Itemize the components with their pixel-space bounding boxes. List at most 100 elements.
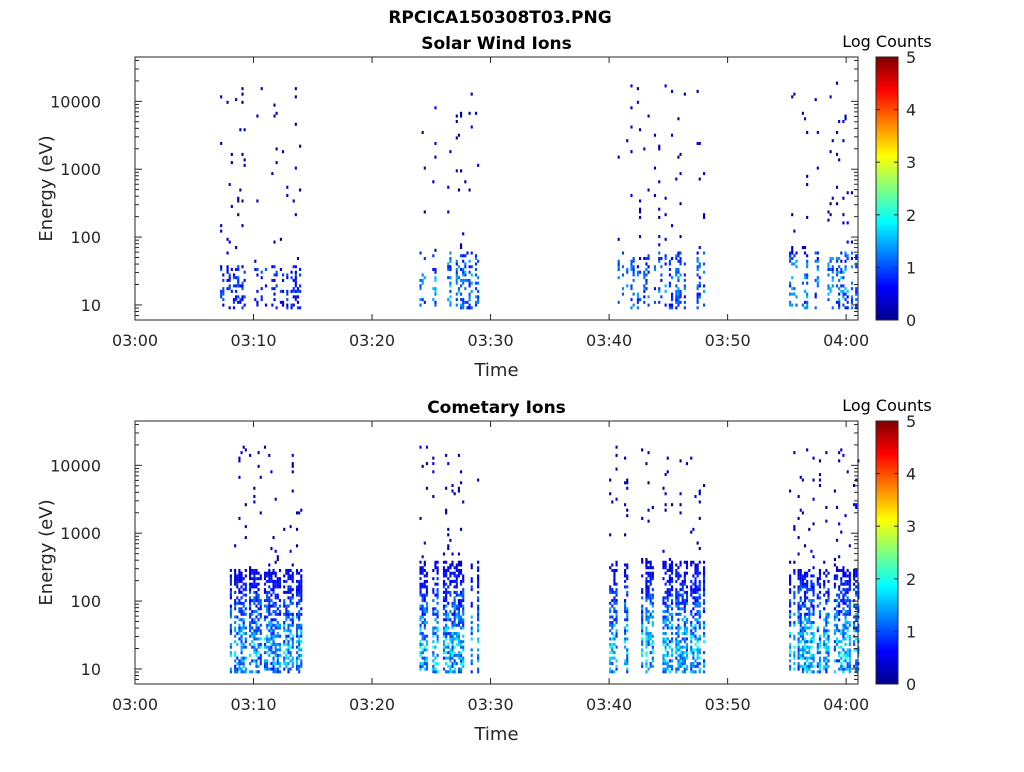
spectrogram-cell: [274, 549, 277, 553]
spectrogram-cell: [449, 640, 452, 644]
spectrogram-cell: [455, 114, 458, 118]
spectrogram-cell: [810, 631, 813, 635]
spectrogram-cell: [806, 585, 809, 589]
spectrogram-cell: [455, 604, 458, 608]
spectrogram-cell: [626, 615, 629, 619]
spectrogram-cell: [425, 610, 428, 614]
spectrogram-cell: [264, 303, 268, 307]
spectrogram-cell: [816, 642, 819, 646]
spectrogram-cell: [238, 637, 241, 641]
spectrogram-cell: [423, 656, 426, 660]
spectrogram-cell: [694, 670, 697, 674]
spectrogram-cell: [298, 593, 301, 597]
spectrogram-cell: [840, 289, 843, 293]
spectrogram-cell: [806, 448, 809, 452]
spectrogram-cell: [825, 645, 828, 649]
spectrogram-cell: [255, 568, 258, 572]
spectrogram-cell: [702, 582, 706, 586]
spectrogram-cell: [251, 582, 254, 586]
spectrogram-cell: [462, 662, 465, 666]
spectrogram-cell: [670, 667, 674, 671]
spectrogram-cell: [690, 662, 693, 666]
spectrogram-cell: [666, 568, 669, 572]
spectrogram-cell: [844, 287, 847, 291]
spectrogram-cell: [685, 667, 689, 671]
spectrogram-cell: [818, 459, 822, 463]
spectrogram-cell: [299, 306, 302, 310]
spectrogram-cell: [670, 571, 674, 575]
spectrogram-cell: [289, 623, 292, 627]
spectrogram-cell: [823, 645, 826, 649]
spectrogram-cell: [234, 620, 237, 625]
spectrogram-cell: [658, 289, 661, 293]
spectrogram-cell: [808, 527, 811, 531]
spectrogram-cell: [647, 303, 650, 307]
spectrogram-cell: [855, 662, 858, 666]
spectrogram-cell: [268, 640, 271, 644]
spectrogram-cell: [432, 634, 435, 638]
spectrogram-cell: [291, 571, 294, 575]
spectrogram-cell: [647, 451, 650, 455]
spectrogram-cell: [425, 590, 428, 594]
spectrogram-cell: [244, 585, 247, 589]
spectrogram-cell: [696, 585, 699, 589]
spectrogram-cell: [423, 560, 426, 564]
spectrogram-cell: [249, 599, 252, 603]
spectrogram-cell: [232, 284, 236, 288]
spectrogram-cell: [696, 599, 699, 603]
spectrogram-cell: [844, 588, 847, 592]
spectrogram-cell: [432, 626, 435, 630]
spectrogram-cell: [274, 648, 277, 652]
spectrogram-cell: [287, 585, 290, 589]
spectrogram-cell: [257, 645, 260, 649]
spectrogram-cell: [844, 623, 847, 627]
spectrogram-cell: [685, 631, 689, 635]
spectrogram-cell: [664, 590, 667, 594]
spectrogram-cell: [474, 262, 478, 266]
spectrogram-cell: [855, 256, 858, 261]
spectrogram-cell: [419, 568, 422, 572]
spectrogram-cell: [447, 267, 450, 271]
spectrogram-cell: [468, 292, 471, 296]
spectrogram-cell: [474, 273, 478, 277]
spectrogram-cell: [842, 289, 845, 293]
spectrogram-cell: [803, 642, 807, 646]
spectrogram-cell: [276, 634, 279, 638]
spectrogram-cell: [287, 596, 290, 600]
spectrogram-cell: [664, 604, 667, 608]
spectrogram-cell: [664, 615, 667, 619]
spectrogram-cell: [238, 571, 241, 575]
spectrogram-cell: [702, 251, 706, 255]
spectrogram-cell: [455, 582, 458, 586]
spectrogram-cell: [243, 128, 246, 132]
spectrogram-cell: [664, 284, 667, 288]
spectrogram-cell: [287, 645, 290, 649]
spectrogram-cell: [283, 651, 286, 655]
spectrogram-cell: [645, 278, 648, 282]
spectrogram-cell: [425, 588, 428, 592]
spectrogram-cell: [468, 298, 471, 302]
spectrogram-cell: [462, 612, 465, 616]
spectrogram-cell: [816, 596, 819, 600]
spectrogram-cell: [850, 256, 854, 261]
spectrogram-cell: [617, 237, 620, 241]
spectrogram-cell: [425, 604, 428, 608]
spectrogram-cell: [445, 571, 448, 575]
spectrogram-cell: [647, 519, 650, 523]
spectrogram-cell: [814, 295, 817, 299]
spectrogram-cell: [679, 251, 682, 255]
spectrogram-cell: [696, 566, 699, 570]
spectrogram-cell: [286, 193, 289, 198]
spectrogram-cell: [255, 590, 258, 594]
spectrogram-cell: [677, 645, 680, 649]
spectrogram-cell: [259, 623, 262, 627]
spectrogram-cell: [818, 478, 822, 482]
spectrogram-cell: [827, 645, 830, 649]
spectrogram-cell: [268, 590, 271, 594]
spectrogram-cell: [658, 144, 661, 148]
spectrogram-cell: [789, 577, 792, 581]
spectrogram-cell: [419, 516, 422, 520]
spectrogram-cell: [636, 87, 639, 91]
spectrogram-cell: [298, 645, 301, 649]
spectrogram-cell: [664, 610, 667, 614]
